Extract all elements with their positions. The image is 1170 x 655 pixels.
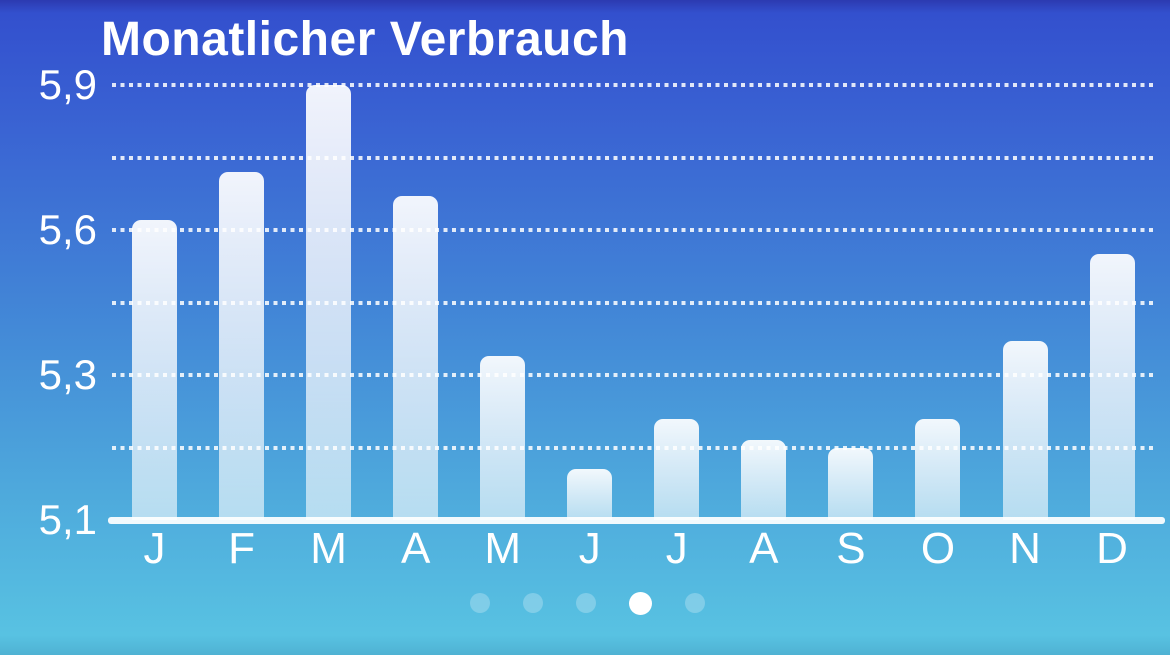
x-axis-label: O	[920, 524, 956, 573]
x-axis-label: J	[143, 524, 166, 573]
y-axis-tick-label: 5,9	[38, 61, 97, 108]
y-axis-tick-label: 5,3	[38, 351, 97, 398]
chart-title: Monatlicher Verbrauch	[101, 13, 629, 66]
x-axis-label: J	[578, 524, 601, 573]
y-axis-tick-label: 5,6	[38, 206, 97, 253]
page-dot-1[interactable]	[470, 593, 490, 613]
bar-month-8	[741, 440, 787, 520]
x-axis-baseline	[108, 517, 1165, 524]
bar-month-11	[1002, 341, 1048, 520]
page-dot-5[interactable]	[685, 593, 705, 613]
bar-month-6	[567, 469, 613, 520]
bar-month-3	[306, 85, 352, 520]
page-dot-2[interactable]	[523, 593, 543, 613]
gridline	[112, 300, 1153, 305]
bar-month-2	[219, 172, 265, 520]
bar-month-10	[915, 418, 961, 520]
gridline	[112, 83, 1153, 87]
page-dot-4[interactable]	[629, 591, 652, 615]
bar-month-12	[1089, 254, 1135, 520]
x-axis-label: D	[1096, 524, 1128, 573]
bar-month-9	[828, 447, 874, 520]
x-axis-label: F	[228, 524, 255, 573]
x-axis-label: M	[310, 524, 347, 573]
x-axis-label: N	[1009, 524, 1041, 573]
bar-month-7	[654, 418, 700, 520]
bar-month-1	[132, 220, 177, 520]
gridline	[112, 445, 1153, 450]
x-axis-label: S	[836, 524, 866, 573]
gridline	[112, 155, 1153, 160]
page-dot-3[interactable]	[576, 593, 596, 613]
x-axis-label: M	[484, 524, 522, 573]
bar-month-5	[480, 355, 526, 520]
page-indicator	[470, 591, 705, 615]
bar-month-4	[393, 196, 439, 520]
gridline	[112, 373, 1153, 377]
x-axis-label: A	[749, 524, 779, 573]
y-axis-tick-label: 5,1	[38, 496, 97, 543]
x-axis-label: J	[665, 524, 688, 573]
gridline	[112, 228, 1153, 232]
x-axis-label: A	[400, 524, 431, 573]
